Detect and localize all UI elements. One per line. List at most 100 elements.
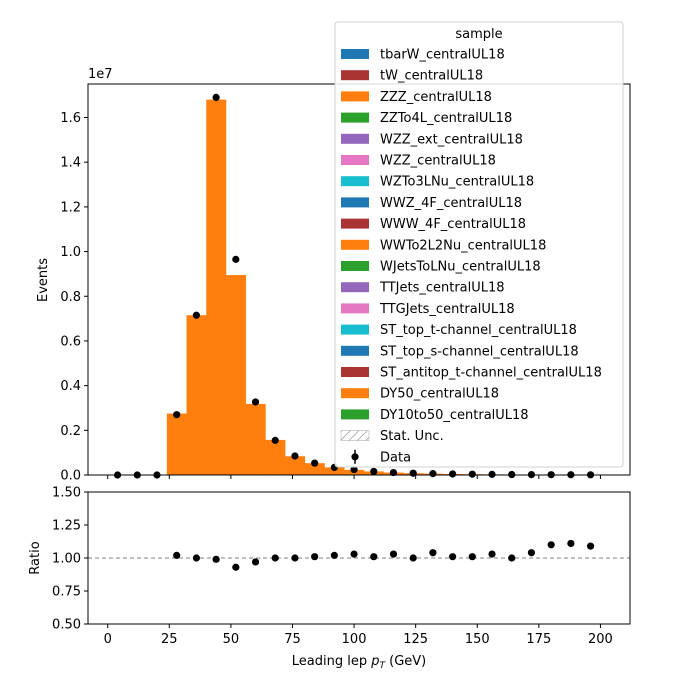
legend-title: sample — [455, 27, 502, 42]
legend-entry-17: DY10to50_centralUL18 — [341, 408, 529, 423]
ratio-point-28 — [173, 551, 181, 559]
legend-entry-2-label: ZZZ_centralUL18 — [380, 90, 492, 105]
legend-entry-11-label: TTJets_centralUL18 — [379, 281, 505, 296]
stack-bar-92 — [324, 467, 345, 475]
ratio-point-36 — [192, 554, 200, 562]
stack-bar-44 — [206, 99, 227, 475]
stack-bar-84 — [304, 463, 325, 475]
legend-entry-8-label: WWW_4F_centralUL18 — [380, 217, 526, 232]
legend-entry-14-label: ST_top_s-channel_centralUL18 — [380, 344, 579, 359]
main-ytick-label-0.6: 0.6 — [60, 334, 81, 349]
data-point-52 — [232, 255, 240, 263]
main-ytick-label-1.6: 1.6 — [60, 111, 81, 126]
main-y-axis-label: Events — [36, 258, 51, 302]
legend-entry-17-swatch — [341, 409, 369, 420]
legend-entry-16-label: DY50_centralUL18 — [380, 387, 499, 402]
legend-entry-5: WZZ_centralUL18 — [341, 154, 496, 169]
legend-entry-19: Data — [351, 449, 411, 465]
ratio-point-60 — [251, 558, 260, 566]
legend-entry-1-swatch — [341, 70, 369, 81]
legend-entry-13-swatch — [341, 324, 369, 335]
legend-entry-1-label: tW_centralUL18 — [380, 69, 483, 84]
legend-entry-14-swatch — [341, 345, 369, 356]
legend-entry-18-swatch — [340, 430, 370, 441]
legend-entry-8: WWW_4F_centralUL18 — [341, 217, 526, 232]
legend-entry-0: tbarW_centralUL18 — [341, 48, 505, 63]
legend-entry-10-swatch — [341, 261, 369, 271]
main-ytick-label-1.0: 1.0 — [60, 245, 81, 260]
ratio-point-100 — [350, 550, 358, 558]
legend-entry-4: WZZ_ext_centralUL18 — [341, 132, 523, 147]
ratio-point-156 — [488, 550, 496, 558]
legend-entry-15-label: ST_antitop_t-channel_centralUL18 — [380, 366, 602, 381]
legend-entry-8-swatch — [341, 218, 369, 229]
legend-entry-5-swatch — [341, 155, 369, 165]
main-ytick-label-0.2: 0.2 — [60, 424, 81, 439]
ratio-point-108 — [370, 553, 378, 561]
stack-bar-68 — [265, 439, 286, 475]
legend-entry-0-label: tbarW_centralUL18 — [380, 48, 505, 63]
ratio-ytick-label-0.75: 0.75 — [52, 585, 81, 600]
legend-entry-1: tW_centralUL18 — [341, 69, 483, 84]
legend-entry-3: ZZTo4L_centralUL18 — [341, 111, 512, 126]
data-point-28 — [173, 411, 181, 419]
legend-entry-9: WWTo2L2Nu_centralUL18 — [341, 238, 546, 253]
ratio-point-84 — [311, 553, 319, 561]
data-point-36 — [192, 311, 200, 319]
legend-entry-4-label: WZZ_ext_centralUL18 — [380, 132, 523, 147]
ratio-xtick-label-175: 175 — [526, 632, 551, 647]
legend-entry-0-swatch — [341, 49, 369, 59]
legend-entry-3-swatch — [341, 112, 369, 123]
ratio-point-116 — [389, 550, 398, 558]
legend-entry-19-marker — [351, 453, 359, 461]
data-point-156 — [488, 470, 496, 478]
main-ytick-label-0.8: 0.8 — [60, 290, 81, 305]
main-ytick-label-1.2: 1.2 — [60, 200, 81, 215]
legend-entry-15: ST_antitop_t-channel_centralUL18 — [341, 366, 602, 381]
legend-entry-2-swatch — [341, 91, 369, 102]
legend-entry-12-swatch — [341, 303, 369, 314]
stack-bar-76 — [285, 456, 306, 475]
ratio-panel: 0.50 0.75 1.00 1.25 1.50 0 25 50 75 100 125 150 175… — [28, 486, 631, 671]
data-point-68 — [271, 436, 279, 444]
legend-entry-12: TTGJets_centralUL18 — [341, 302, 515, 317]
ratio-point-172 — [527, 549, 536, 557]
ratio-xtick-label-100: 100 — [342, 632, 367, 647]
ratio-xtick-label-150: 150 — [465, 632, 490, 647]
legend-entry-6-label: WZTo3LNu_centralUL18 — [380, 175, 534, 190]
legend-entry-9-label: WWTo2L2Nu_centralUL18 — [380, 238, 546, 253]
data-point-140 — [449, 470, 457, 478]
legend-entry-18-label: Stat. Unc. — [380, 429, 444, 444]
ratio-y-axis-label: Ratio — [28, 541, 43, 574]
stack-bar-60 — [245, 403, 266, 475]
data-point-108 — [370, 467, 378, 476]
legend-entry-7-label: WWZ_4F_centralUL18 — [380, 196, 522, 211]
ratio-plot-area — [88, 492, 630, 624]
data-point-44 — [212, 93, 220, 102]
data-point-132 — [429, 470, 437, 478]
ratio-xtick-label-125: 125 — [403, 632, 428, 647]
legend-entry-11: TTJets_centralUL18 — [341, 281, 505, 296]
legend-entry-9-swatch — [341, 239, 369, 250]
ratio-ytick-label-0.50: 0.50 — [52, 618, 81, 633]
stack-bar-36 — [186, 315, 207, 475]
main-ytick-label-0.0: 0.0 — [60, 469, 81, 484]
ratio-point-188 — [567, 539, 575, 548]
ratio-xtick-label-75: 75 — [284, 632, 301, 647]
ratio-point-180 — [547, 541, 555, 549]
legend-entry-6-swatch — [341, 176, 369, 187]
ratio-point-196 — [586, 542, 595, 550]
data-point-76 — [291, 452, 299, 460]
ratio-ytick-label-1.25: 1.25 — [52, 519, 81, 534]
ratio-point-140 — [449, 553, 457, 561]
stack-bar-28 — [166, 413, 187, 475]
ratio-xtick-label-50: 50 — [223, 632, 240, 647]
x-axis-label: Leading lep pT (GeV) — [292, 654, 426, 671]
ratio-ytick-label-1.00: 1.00 — [52, 552, 81, 567]
legend-entry-19-label: Data — [380, 450, 411, 465]
legend-entry-12-label: TTGJets_centralUL18 — [379, 302, 515, 317]
main-ytick-label-0.4: 0.4 — [60, 379, 81, 394]
ratio-xtick-label-0: 0 — [104, 632, 112, 647]
ratio-ytick-label-1.50: 1.50 — [52, 486, 81, 501]
